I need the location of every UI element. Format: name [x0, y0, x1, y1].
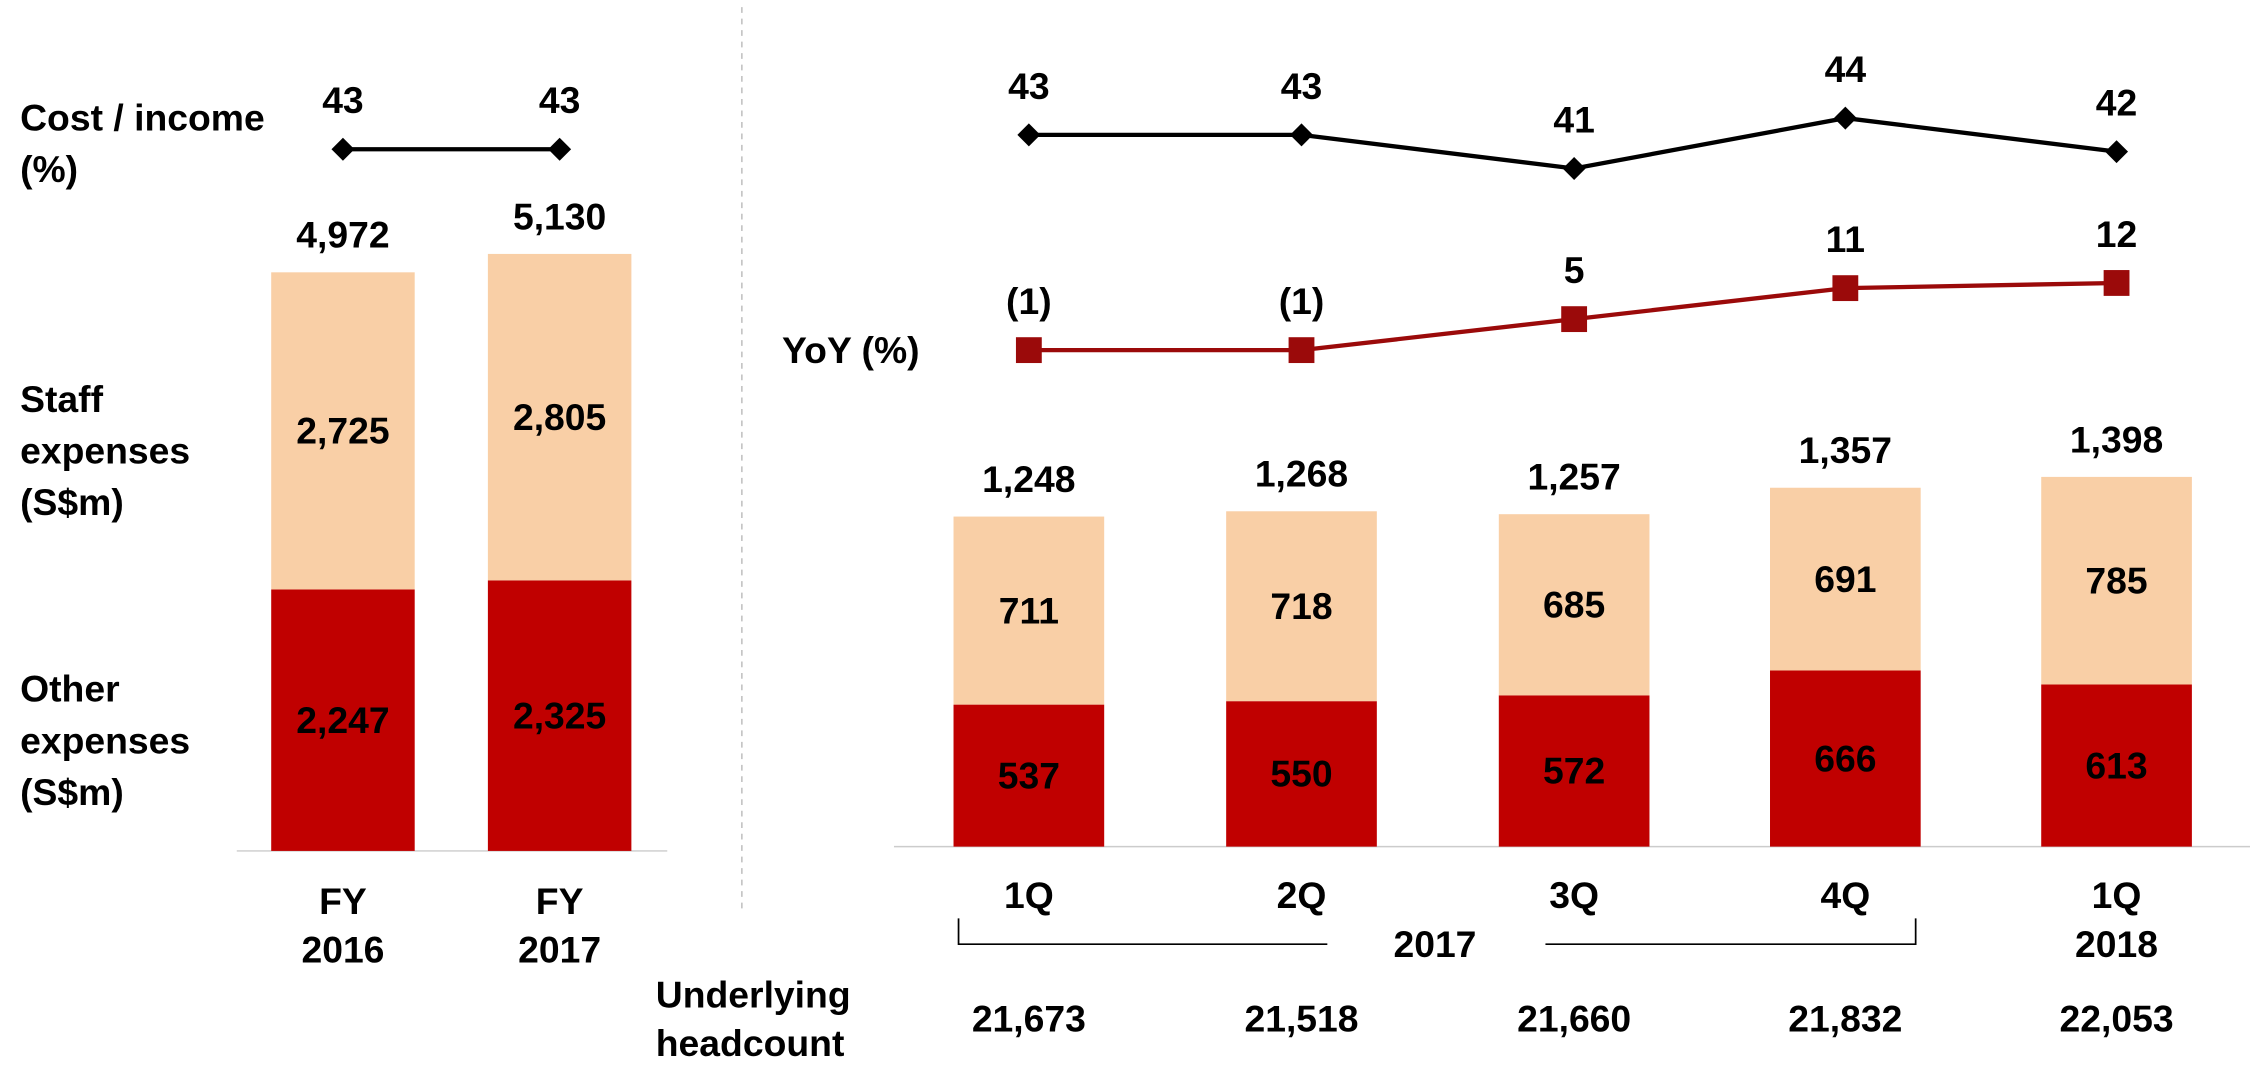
data-label: 43 — [1008, 65, 1050, 107]
bar-segment — [2041, 476, 2192, 685]
data-label: 11 — [1826, 218, 1865, 260]
bar-segment — [271, 272, 415, 590]
data-label: 2,247 — [296, 699, 389, 741]
data-label: 42 — [2096, 82, 2138, 124]
line-marker — [2105, 140, 2129, 164]
legend-label: Staff expenses (S$m) — [20, 377, 191, 524]
line-marker — [1561, 306, 1588, 333]
data-label: (1) — [1279, 280, 1325, 322]
group-label: 2017 — [1393, 923, 1476, 965]
bar-segment — [487, 580, 632, 851]
x-tick-label: 2Q — [1277, 874, 1327, 916]
data-label: 785 — [2085, 559, 2147, 601]
data-label: 550 — [1270, 753, 1332, 795]
total-label: 1,257 — [1527, 456, 1620, 498]
line-marker — [1017, 123, 1041, 147]
data-label: 43 — [1281, 65, 1323, 107]
data-label: 685 — [1543, 583, 1605, 625]
data-label: 12 — [2096, 213, 2138, 255]
total-label: 4,972 — [296, 214, 389, 256]
headcount-label: 21,832 — [1788, 998, 1902, 1040]
line-marker — [1832, 275, 1859, 302]
line-marker — [1562, 156, 1586, 180]
data-label: 711 — [999, 589, 1059, 631]
bar-segment — [2041, 684, 2192, 847]
x-tick-label: 2016 — [301, 929, 384, 971]
headcount-label: 22,053 — [2060, 998, 2174, 1040]
bar-segment — [1226, 701, 1377, 847]
x-tick-label: 2017 — [518, 929, 601, 971]
line-marker — [2103, 270, 2130, 296]
data-label: 666 — [1814, 737, 1876, 779]
line-marker — [1015, 337, 1042, 364]
data-label: 43 — [322, 79, 364, 121]
row-label: Underlying headcount — [655, 972, 851, 1065]
data-label: 537 — [998, 754, 1060, 796]
x-tick-label: 4Q — [1820, 874, 1870, 916]
bar-segment — [953, 516, 1105, 705]
data-label: 5 — [1564, 249, 1585, 291]
total-label: 5,130 — [513, 195, 606, 237]
headcount-label: 21,518 — [1244, 998, 1358, 1040]
bar-segment — [487, 253, 632, 581]
data-label: 43 — [539, 79, 581, 121]
legend-label: Other expenses (S$m) — [20, 667, 191, 814]
data-label: 2,725 — [296, 410, 389, 452]
legend-label: YoY (%) — [782, 328, 920, 372]
bar-segment — [271, 589, 415, 851]
data-label: 613 — [2085, 744, 2147, 786]
x-tick-label: FY — [319, 880, 367, 922]
line-marker — [1288, 337, 1315, 364]
total-label: 1,268 — [1255, 453, 1348, 495]
x-tick-label: 1Q — [2092, 874, 2142, 916]
line-marker — [1833, 106, 1857, 130]
total-label: 1,248 — [982, 458, 1075, 500]
bar-segment — [1498, 695, 1650, 847]
line-marker — [548, 137, 572, 161]
headcount-label: 21,660 — [1517, 998, 1631, 1040]
group-bracket — [957, 918, 1917, 946]
bar-segment — [1226, 511, 1377, 702]
total-label: 1,398 — [2070, 418, 2163, 460]
headcount-label: 21,673 — [972, 998, 1086, 1040]
data-label: 2,805 — [513, 396, 606, 438]
data-label: 718 — [1270, 585, 1332, 627]
data-label: (1) — [1006, 280, 1052, 322]
bar-segment — [1498, 514, 1650, 696]
group-label: 2018 — [2075, 923, 2158, 965]
data-label: 41 — [1553, 98, 1595, 140]
data-label: 44 — [1825, 48, 1867, 90]
line-marker — [1290, 123, 1313, 147]
line-marker — [331, 137, 355, 161]
legend-label: Cost / income (%) — [20, 96, 265, 191]
total-label: 1,357 — [1799, 429, 1892, 471]
bar-segment — [1770, 487, 1921, 671]
data-label: 572 — [1543, 750, 1605, 792]
x-tick-label: 1Q — [1004, 874, 1054, 916]
x-tick-label: FY — [536, 880, 584, 922]
bar-segment — [953, 704, 1105, 847]
data-label: 691 — [1814, 558, 1876, 600]
data-label: 2,325 — [513, 694, 606, 736]
x-tick-label: 3Q — [1549, 874, 1599, 916]
bar-segment — [1770, 670, 1921, 847]
